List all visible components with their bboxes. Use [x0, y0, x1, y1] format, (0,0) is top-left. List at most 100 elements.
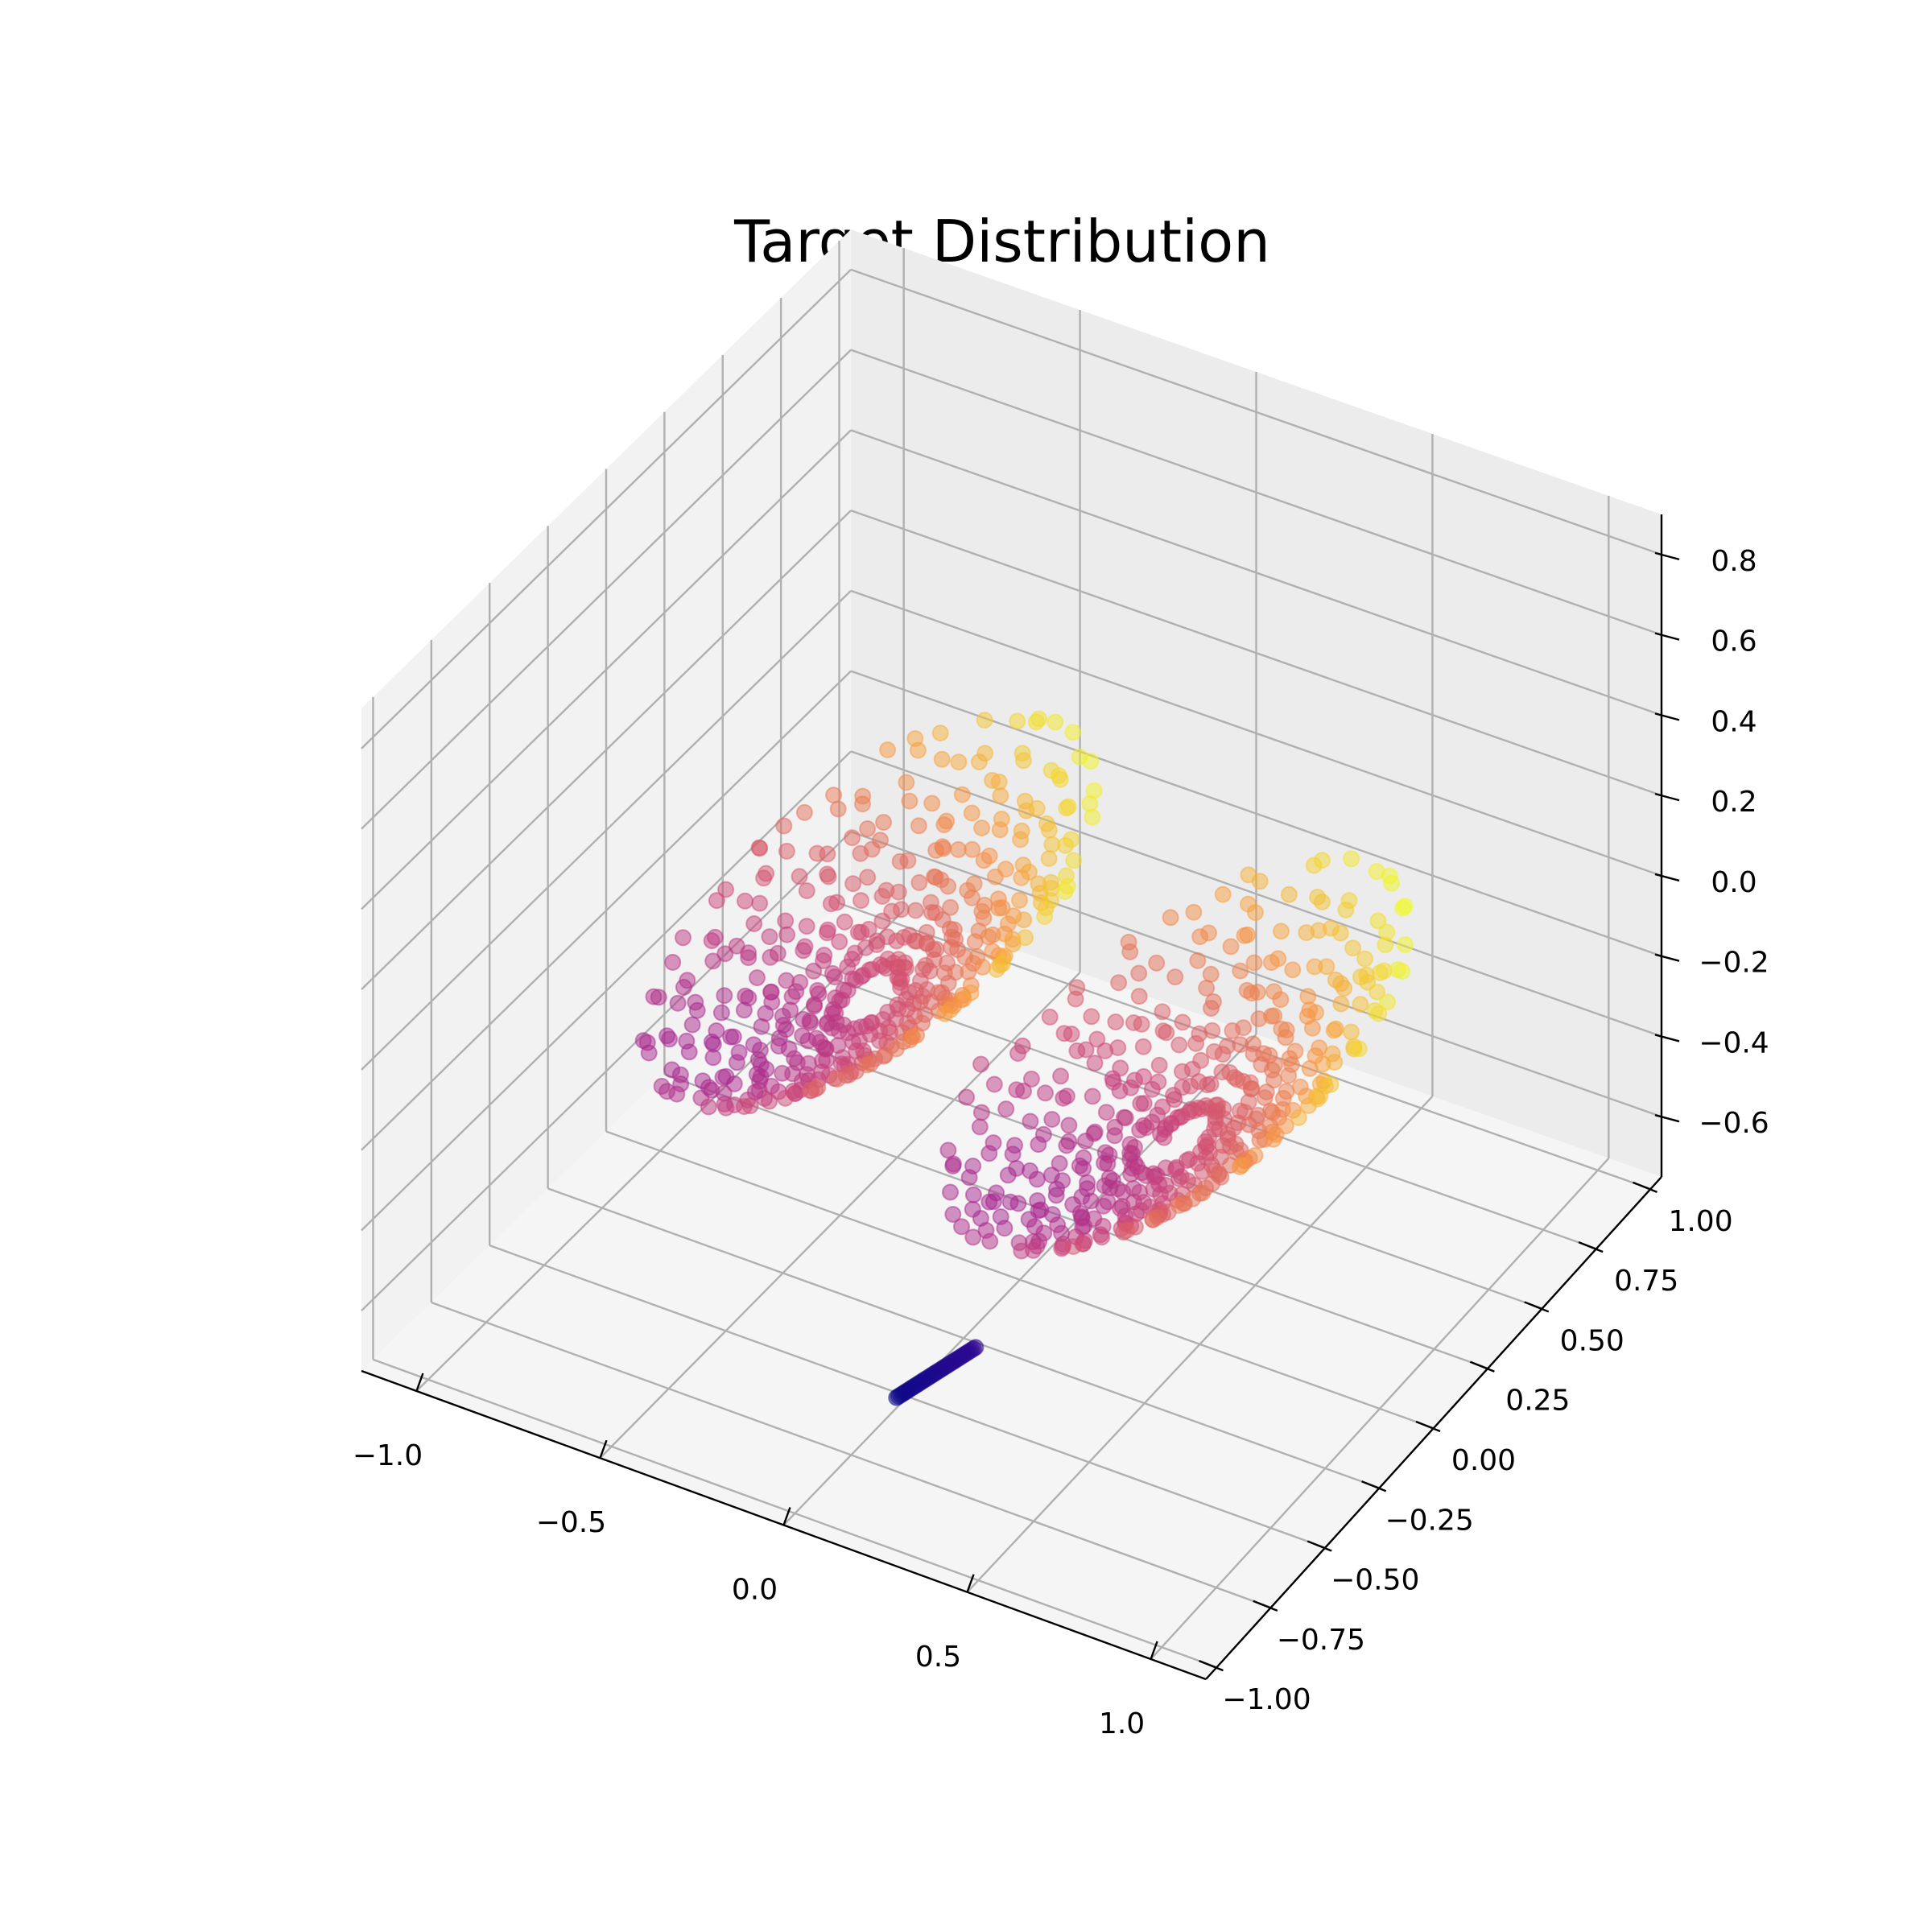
- scatter-point: [665, 955, 680, 970]
- scatter-point: [1123, 1080, 1138, 1096]
- scatter-point: [936, 817, 952, 832]
- z-tick-label: 0.8: [1711, 545, 1757, 578]
- scatter-point: [705, 953, 720, 968]
- scatter-point: [1352, 997, 1368, 1012]
- scatter-point: [799, 883, 815, 898]
- scatter-point: [1059, 1138, 1074, 1154]
- scatter-point: [853, 893, 869, 908]
- scatter-point: [1333, 997, 1348, 1012]
- scatter-point: [906, 1029, 921, 1044]
- scatter-point: [1282, 887, 1297, 902]
- scatter-point: [1042, 823, 1057, 838]
- scatter-point: [1138, 1120, 1154, 1135]
- scatter-point: [714, 1005, 729, 1021]
- scatter-point: [826, 787, 841, 803]
- scatter-point: [690, 1003, 705, 1018]
- scatter-point: [986, 1194, 1001, 1209]
- scatter-point: [1066, 1239, 1081, 1254]
- scatter-point: [1026, 1243, 1041, 1258]
- scatter-point: [911, 818, 927, 833]
- scatter-point: [1171, 1038, 1187, 1053]
- scatter-point: [1030, 801, 1045, 816]
- scatter-point: [1154, 1004, 1170, 1019]
- scatter-point: [860, 869, 875, 885]
- scatter-point: [982, 848, 997, 864]
- scatter-point: [1305, 1021, 1320, 1036]
- scatter-point: [1119, 1223, 1134, 1238]
- scatter-point: [1216, 1046, 1231, 1062]
- scatter-point: [1265, 1132, 1281, 1147]
- scatter-point: [778, 913, 793, 928]
- scatter-point: [726, 1030, 741, 1045]
- scatter-point: [844, 830, 860, 845]
- scatter-point: [1016, 912, 1031, 927]
- scatter-point: [891, 885, 906, 900]
- x-tick-label: −0.5: [536, 1506, 606, 1539]
- y-tick-label: 1.00: [1668, 1205, 1732, 1238]
- scatter-point: [1149, 956, 1164, 971]
- scatter-point: [1049, 1187, 1064, 1203]
- scatter-point: [972, 1119, 988, 1134]
- scatter-point: [1201, 925, 1216, 940]
- scatter-point: [889, 1390, 904, 1406]
- scatter-point: [1175, 1014, 1191, 1030]
- scatter-point: [1131, 966, 1146, 981]
- z-tick-label: 0.0: [1711, 866, 1757, 899]
- y-tick-label: 0.00: [1451, 1444, 1516, 1477]
- scatter-point: [1270, 951, 1286, 966]
- scatter-point: [1094, 1229, 1109, 1245]
- scatter-point: [1384, 876, 1399, 891]
- scatter-point: [865, 842, 880, 857]
- scatter-point: [993, 788, 1008, 803]
- scatter-point: [1203, 1076, 1219, 1092]
- scatter-point: [1315, 894, 1330, 910]
- scatter-point: [756, 870, 771, 886]
- scatter-point: [1009, 713, 1025, 729]
- chart-title: Target Distribution: [733, 208, 1270, 275]
- scatter-point: [1030, 1171, 1045, 1187]
- scatter-point: [900, 853, 915, 869]
- scatter-point: [704, 933, 720, 948]
- scatter-point: [1234, 1158, 1249, 1173]
- scatter-point: [1167, 969, 1183, 985]
- scatter-point: [746, 916, 762, 931]
- scatter-point: [662, 1031, 677, 1046]
- scatter-point: [1352, 1041, 1367, 1056]
- scatter-point: [1248, 905, 1263, 920]
- scatter-point: [924, 795, 939, 811]
- scatter-point: [1037, 909, 1052, 924]
- scatter-point: [1038, 1085, 1053, 1100]
- scatter-point: [894, 902, 909, 917]
- scatter-point: [1063, 832, 1079, 847]
- scatter-point: [1357, 952, 1373, 967]
- scatter-point: [972, 754, 987, 770]
- scatter-point: [827, 969, 842, 985]
- scatter-point: [933, 725, 948, 741]
- scatter-point: [1065, 724, 1080, 740]
- scatter-point: [1195, 1185, 1210, 1200]
- scatter-point: [1084, 753, 1099, 769]
- scatter-point: [749, 970, 765, 985]
- y-tick-label: −0.75: [1277, 1624, 1365, 1657]
- scatter-point: [964, 985, 979, 1001]
- scatter-point: [685, 1018, 700, 1033]
- scatter-point: [945, 1158, 960, 1174]
- scatter-point: [1281, 1068, 1296, 1084]
- scatter-point: [1134, 1017, 1150, 1032]
- scatter-point: [1188, 1036, 1203, 1051]
- scatter-point: [1345, 940, 1360, 956]
- scatter-point: [1308, 1005, 1323, 1020]
- scatter-point: [1166, 1092, 1182, 1107]
- scatter-point: [675, 930, 691, 945]
- scatter-point: [1240, 927, 1255, 943]
- scatter-point: [998, 861, 1013, 877]
- scatter-point: [832, 934, 847, 949]
- scatter-point: [1397, 937, 1413, 952]
- scatter-point: [1075, 1161, 1091, 1176]
- scatter-point: [831, 802, 846, 817]
- scatter-point: [1010, 1046, 1026, 1061]
- scatter-point: [795, 943, 811, 958]
- scatter-point: [1016, 753, 1031, 768]
- scatter-point: [792, 869, 807, 884]
- scatter-point: [779, 844, 795, 859]
